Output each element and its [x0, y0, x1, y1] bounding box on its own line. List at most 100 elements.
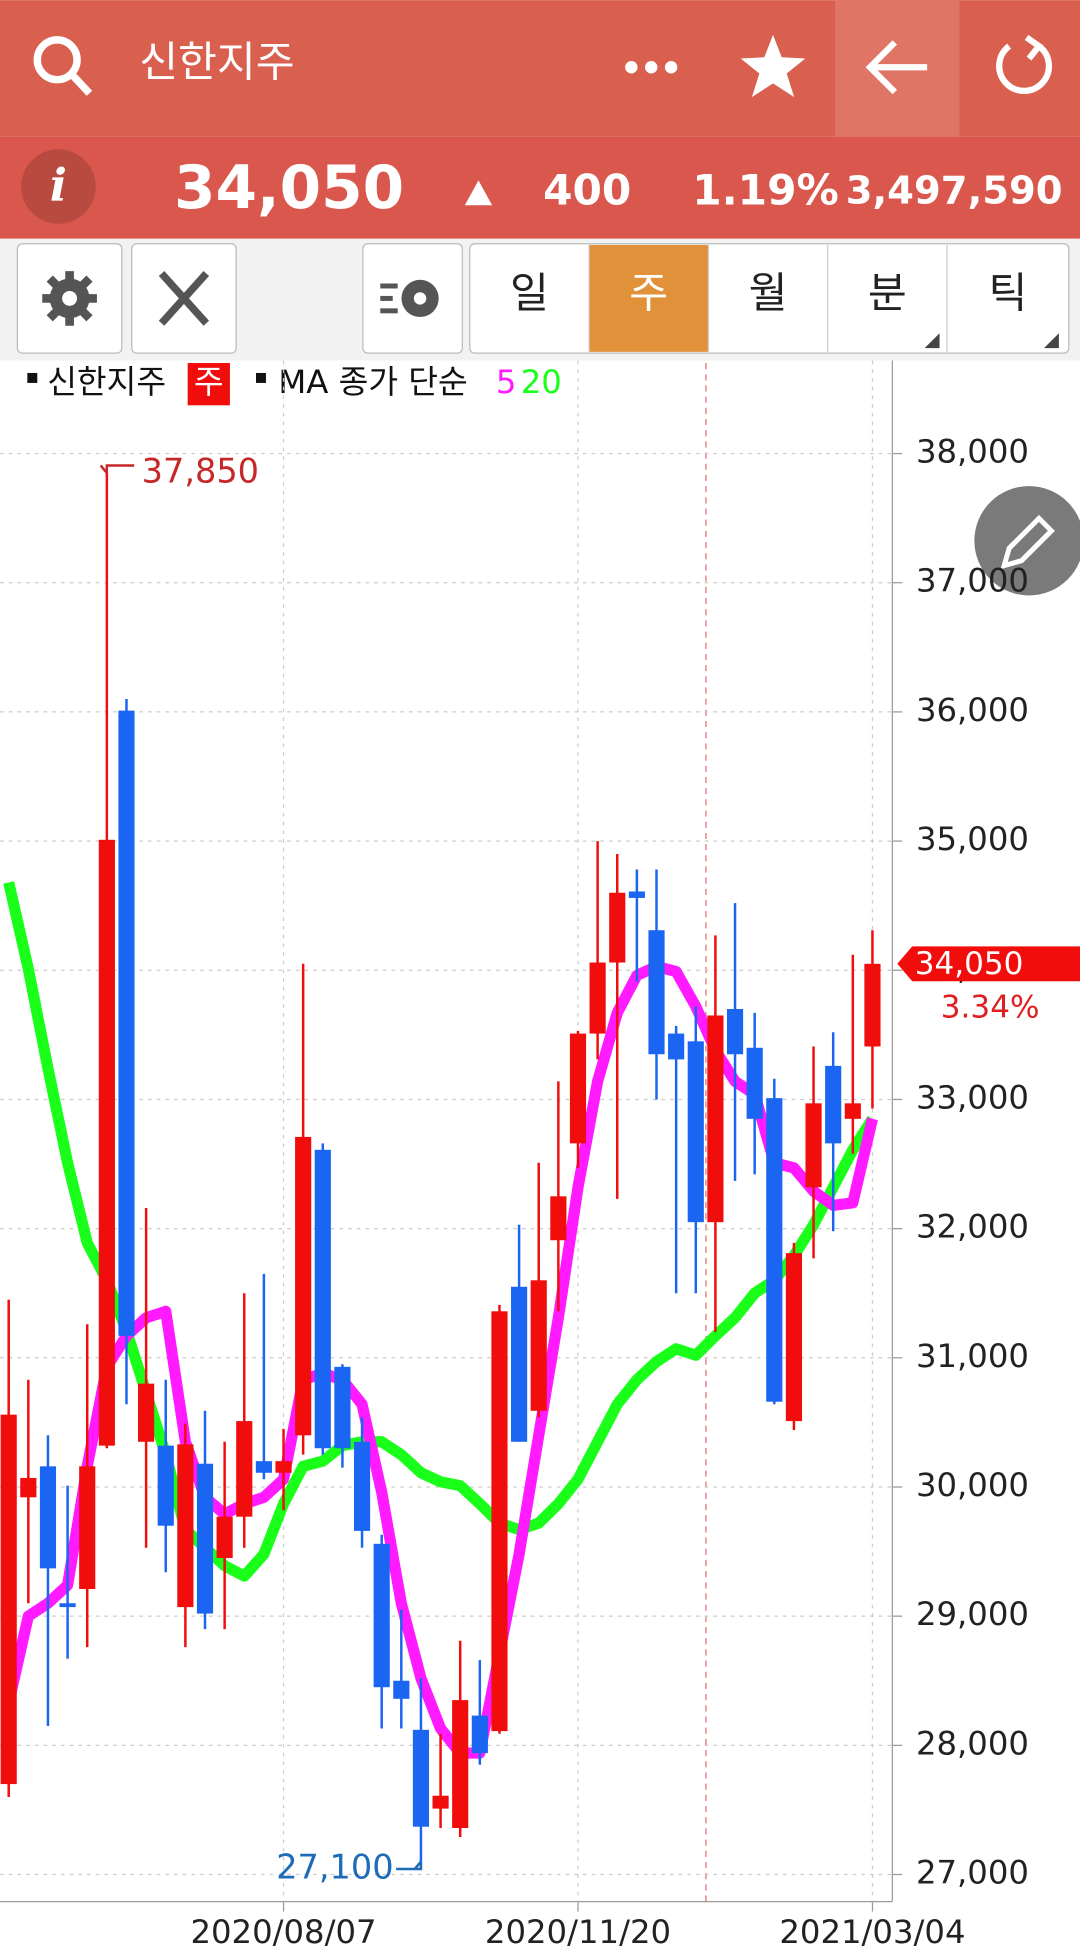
- legend-period: 주: [194, 363, 224, 401]
- price: 34,050: [174, 154, 404, 223]
- candle-body: [609, 892, 626, 963]
- candle-body: [20, 1477, 37, 1498]
- candle-body: [0, 1414, 17, 1785]
- candle-body: [766, 1098, 783, 1402]
- price-tag: [897, 946, 1080, 982]
- y-tick-label: 28,000: [916, 1724, 1029, 1762]
- favorite-icon[interactable]: [740, 34, 806, 98]
- candle-body: [491, 1311, 508, 1732]
- moving-average: [3, 881, 878, 1582]
- candle-body: [314, 1149, 331, 1449]
- candle-body: [589, 962, 606, 1034]
- y-tick-label: 31,000: [916, 1337, 1029, 1375]
- candle-body: [452, 1700, 469, 1829]
- legend-period-box: [187, 363, 230, 406]
- price-tag-change: 3.34%: [941, 990, 1040, 1026]
- high-marker: [99, 464, 135, 474]
- price-bar: [0, 136, 1080, 239]
- gear-icon: [42, 271, 97, 326]
- legend-square: [27, 372, 38, 383]
- moving-average: [3, 960, 878, 1759]
- candle-body: [628, 891, 645, 898]
- candle-body: [393, 1680, 410, 1699]
- tab[interactable]: 틱: [988, 268, 1027, 317]
- y-tick-label: 36,000: [916, 691, 1029, 729]
- change-pct: 1.19%: [692, 165, 839, 214]
- legend-entry: 5: [496, 363, 517, 401]
- candle-body: [79, 1466, 96, 1590]
- x-tick-label: 2020/08/07: [190, 1913, 376, 1949]
- info-button[interactable]: [21, 149, 96, 224]
- y-tick-label: 32,000: [916, 1208, 1029, 1246]
- refresh-icon[interactable]: [996, 34, 1052, 94]
- legend-ma: MA 종가 단순: [278, 363, 467, 401]
- tools-icon: [158, 271, 210, 326]
- y-tick-label: 37,000: [916, 562, 1029, 600]
- y-tick-label: 30,000: [916, 1466, 1029, 1504]
- y-tick-label: 33,000: [916, 1078, 1029, 1116]
- change: 400: [543, 165, 631, 214]
- candle-body: [511, 1286, 528, 1442]
- candle-body: [216, 1516, 233, 1559]
- candle-body: [785, 1253, 803, 1422]
- y-tick-label: 38,000: [916, 433, 1029, 471]
- candle-body: [668, 1033, 685, 1060]
- x-tick-label: 2021/03/04: [779, 1913, 965, 1949]
- y-tick-label: 35,000: [916, 820, 1029, 858]
- candle-body: [530, 1280, 547, 1411]
- pencil-icon: [1000, 514, 1055, 570]
- candle-body: [805, 1103, 822, 1188]
- tab[interactable]: 월: [749, 268, 788, 317]
- back-icon: [865, 40, 928, 95]
- info-icon: i: [50, 159, 67, 212]
- low-marker: [396, 1860, 423, 1871]
- candle-body: [275, 1461, 292, 1473]
- tab[interactable]: 일: [510, 268, 549, 317]
- candle-body: [844, 1103, 861, 1119]
- candle-body: [177, 1444, 194, 1608]
- candle-body: [236, 1421, 253, 1517]
- legend-symbol: 신한지주: [47, 363, 166, 401]
- candle-body: [373, 1543, 390, 1688]
- candle-body: [98, 839, 115, 1446]
- candle-body: [59, 1603, 76, 1608]
- candle-body: [687, 1041, 704, 1223]
- x-tick-label: 2020/11/20: [485, 1913, 671, 1949]
- candle-body: [412, 1729, 430, 1827]
- low-label: 27,100: [276, 1848, 393, 1887]
- candle-body: [707, 1015, 724, 1223]
- candle-body: [157, 1445, 174, 1526]
- stock-title[interactable]: 신한지주: [139, 37, 294, 86]
- volume: 3,497,590: [846, 168, 1063, 213]
- up-arrow: [464, 180, 493, 206]
- candle-body: [550, 1196, 567, 1241]
- edit-button[interactable]: [974, 486, 1080, 596]
- candle-body: [569, 1033, 587, 1144]
- candle-body: [825, 1065, 842, 1144]
- high-label: 37,850: [142, 451, 259, 490]
- candle-body: [255, 1461, 272, 1473]
- tab[interactable]: 분: [868, 268, 907, 317]
- candle-body: [196, 1463, 214, 1614]
- candle-body: [432, 1795, 449, 1809]
- more-icon[interactable]: [625, 61, 678, 74]
- candle-body: [864, 963, 881, 1047]
- candle-body: [334, 1366, 351, 1449]
- y-tick-label: 29,000: [916, 1595, 1029, 1633]
- tab[interactable]: 주: [629, 268, 668, 317]
- legend-entry: 20: [521, 363, 562, 401]
- candle-body: [39, 1466, 57, 1569]
- candle-body: [118, 710, 135, 1336]
- candle-body: [138, 1383, 155, 1442]
- candle-body: [353, 1441, 371, 1531]
- active-tab: [589, 244, 709, 352]
- tab-dividers: [588, 244, 948, 352]
- candle-body: [726, 1009, 744, 1055]
- price-tag-label: 34,050: [915, 946, 1024, 982]
- legend-square: [256, 372, 266, 383]
- indicator-icon: [380, 279, 439, 318]
- candle-body: [746, 1047, 763, 1119]
- search-icon[interactable]: [33, 36, 93, 96]
